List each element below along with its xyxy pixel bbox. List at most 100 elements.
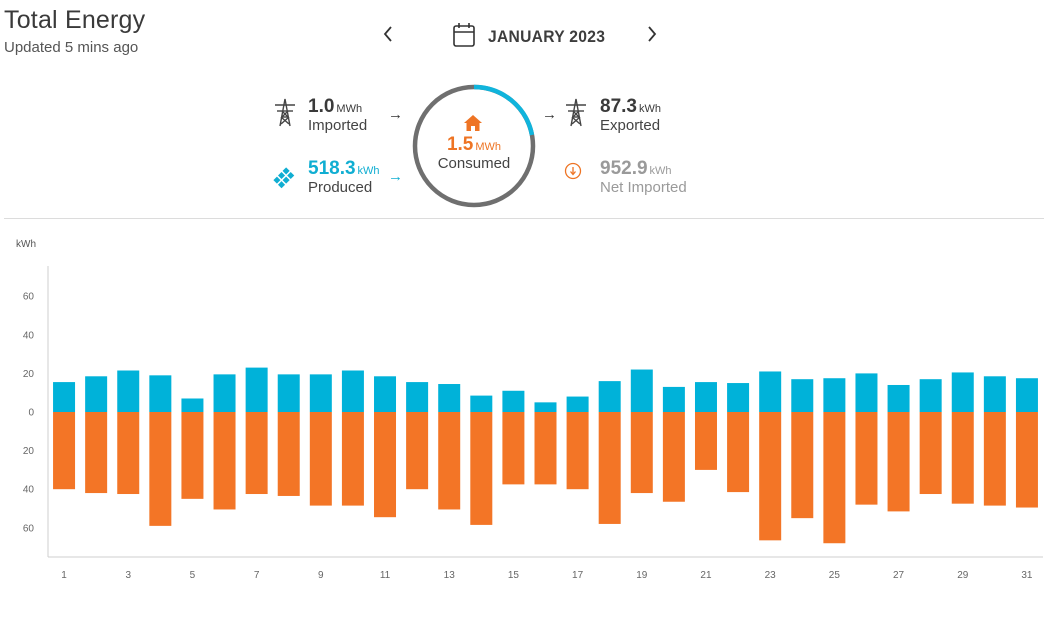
x-tick-label: 11 [380, 570, 391, 581]
produced-value: 518.3 [308, 158, 356, 179]
x-tick-label: 7 [254, 570, 260, 581]
produced-bar [630, 369, 653, 412]
x-tick-label: 21 [700, 570, 712, 581]
produced-bar [662, 386, 685, 412]
produced-bar [1015, 378, 1038, 412]
consumed-unit: MWh [475, 141, 502, 153]
produced-stat: 518.3 kWh Produced [308, 159, 380, 197]
consumed-bar [919, 412, 942, 495]
updated-status: Updated 5 mins ago [4, 39, 139, 56]
exported-label: Exported [600, 117, 661, 134]
net-imported-unit: kWh [649, 165, 672, 177]
transmission-tower-icon [566, 98, 586, 127]
consumed-bar [309, 412, 332, 506]
produced-bar [791, 379, 814, 412]
consumed-bar [951, 412, 974, 504]
produced-unit: kWh [357, 165, 380, 177]
consumption-ring [412, 84, 536, 208]
chevron-right-icon [648, 26, 657, 42]
consumed-bar [502, 412, 525, 485]
y-tick-label: 40 [23, 330, 35, 341]
produced-label: Produced [308, 179, 373, 196]
consumed-bar [855, 412, 878, 505]
consumed-bar [662, 412, 685, 502]
produced-bar [213, 374, 236, 412]
produced-bar [951, 372, 974, 412]
page-title: Total Energy [4, 6, 146, 34]
produced-bar [983, 376, 1006, 412]
produced-bar [341, 370, 364, 412]
produced-bar [727, 383, 750, 412]
solar-panel-icon [273, 167, 295, 189]
consumed-bar [149, 412, 172, 526]
produced-bar [470, 395, 493, 412]
consumed-stat: 1.5 MWh [412, 134, 536, 156]
y-tick-label: 60 [23, 523, 35, 534]
net-import-icon [564, 162, 582, 180]
consumed-bar [534, 412, 557, 485]
home-icon [464, 115, 482, 131]
calendar-icon[interactable] [452, 22, 476, 48]
produced-bar [438, 384, 461, 412]
produced-share-arc [412, 84, 536, 208]
x-tick-label: 23 [765, 570, 777, 581]
y-tick-label: 0 [28, 408, 34, 419]
produced-bar [277, 374, 300, 412]
consumed-bar [245, 412, 268, 495]
produced-bar [534, 402, 557, 412]
x-tick-label: 3 [125, 570, 131, 581]
produced-bar [502, 390, 525, 412]
x-tick-label: 9 [318, 570, 324, 581]
consumed-bar [791, 412, 814, 519]
consumed-bar [438, 412, 461, 510]
imported-arrow-icon: → [388, 106, 403, 123]
exported-value: 87.3 [600, 96, 637, 117]
consumed-bar [1015, 412, 1038, 508]
produced-bar [53, 382, 76, 412]
consumed-bar [983, 412, 1006, 506]
produced-arrow-icon: → [388, 168, 403, 185]
next-month-button[interactable] [640, 22, 664, 46]
net-imported-label: Net Imported [600, 179, 687, 196]
consumed-bar [887, 412, 910, 512]
produced-bar [598, 381, 621, 412]
consumed-bar [630, 412, 653, 494]
net-imported-stat: 952.9 kWh Net Imported [600, 159, 687, 197]
net-imported-value: 952.9 [600, 158, 648, 179]
consumed-bar [727, 412, 750, 493]
x-tick-label: 5 [190, 570, 196, 581]
x-tick-label: 13 [444, 570, 456, 581]
previous-month-button[interactable] [376, 22, 400, 46]
produced-bar [406, 382, 429, 412]
consumed-bar [277, 412, 300, 496]
produced-bar [374, 376, 397, 412]
consumed-label: Consumed [437, 155, 511, 172]
y-tick-label: 40 [23, 485, 35, 496]
consumed-bar [117, 412, 140, 495]
produced-bar [85, 376, 108, 412]
x-tick-label: 17 [572, 570, 584, 581]
consumed-bar [341, 412, 364, 506]
consumed-bar [598, 412, 621, 524]
imported-label: Imported [308, 117, 368, 134]
produced-bar [181, 398, 204, 412]
produced-bar [566, 396, 589, 412]
exported-unit: kWh [638, 103, 661, 115]
x-tick-label: 27 [893, 570, 905, 581]
month-label[interactable]: JANUARY 2023 [488, 27, 606, 46]
consumed-value: 1.5 [446, 134, 474, 155]
consumed-bar [85, 412, 108, 494]
x-tick-label: 1 [61, 570, 67, 581]
imported-value: 1.0 [308, 96, 335, 117]
produced-bar [823, 378, 846, 412]
consumed-bar [823, 412, 846, 544]
produced-bar [887, 384, 910, 412]
consumed-bar [470, 412, 493, 525]
imported-unit: MWh [336, 103, 363, 115]
produced-bar [117, 370, 140, 412]
chevron-left-icon [383, 26, 392, 42]
consumed-bar [759, 412, 782, 541]
y-tick-label: 20 [23, 446, 35, 457]
consumed-bar [374, 412, 397, 518]
